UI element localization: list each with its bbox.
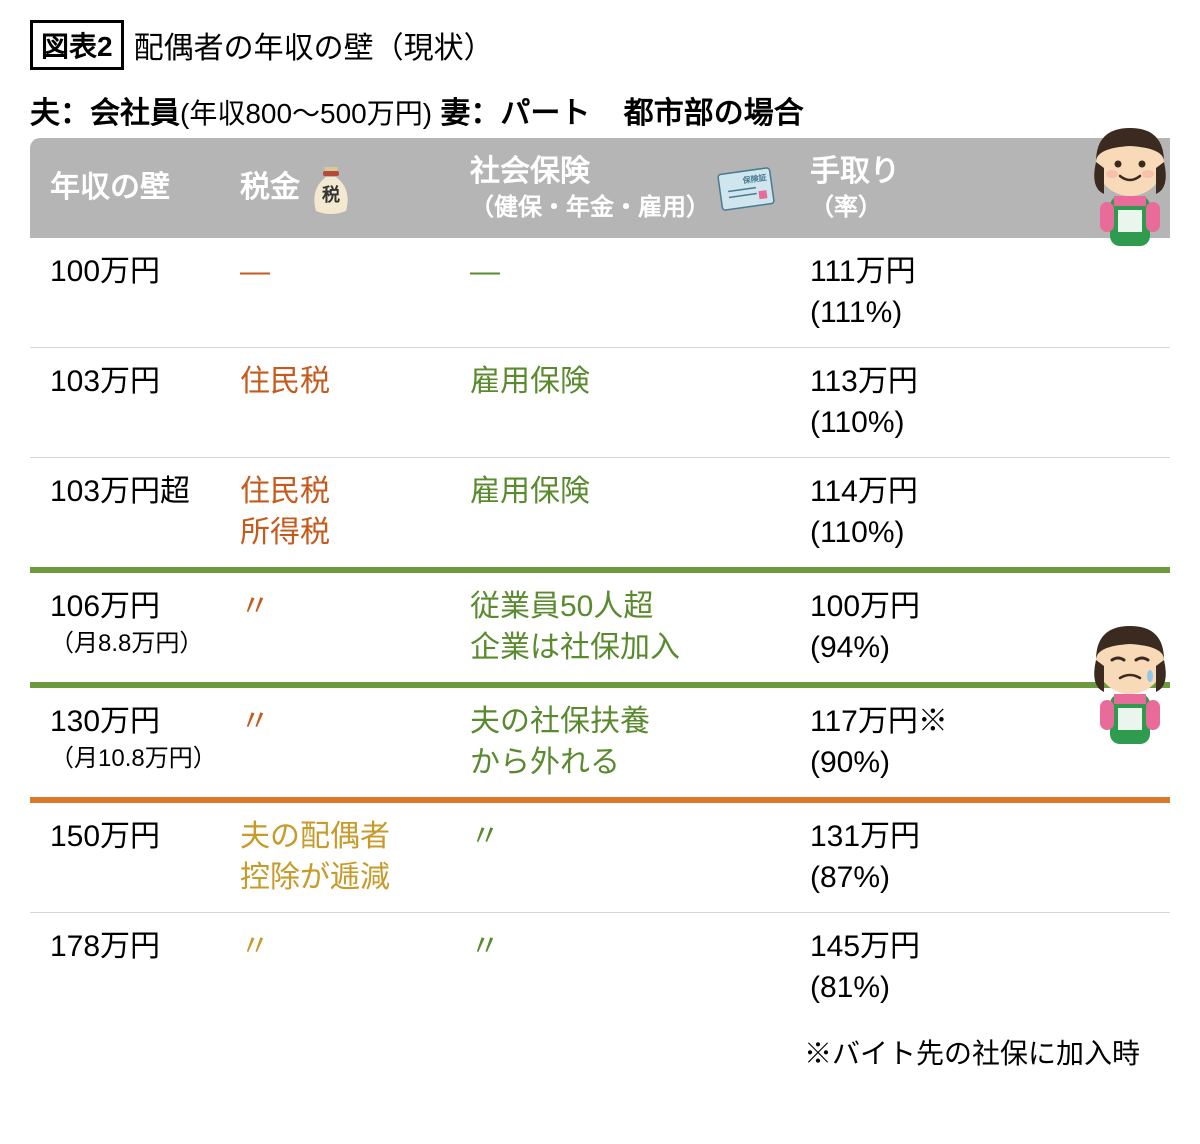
- cell-insurance: 従業員50人超企業は社保加入: [470, 587, 810, 668]
- header-insurance: 社会保険 （健保・年金・雇用） 保険証: [470, 152, 810, 225]
- woman-sad-icon: [1070, 618, 1190, 748]
- table-row: 178万円〃〃145万円(81%): [30, 913, 1170, 1022]
- cell-tax: 住民税: [240, 362, 470, 403]
- cell-takehome: 111万円(111%): [810, 252, 1110, 333]
- cell-takehome: 100万円(94%): [810, 587, 1110, 668]
- wife-label: 妻：パート: [440, 97, 590, 130]
- cell-income: 150万円: [50, 817, 240, 858]
- cell-income: 130万円（月10.8万円）: [50, 702, 240, 775]
- title-row: 図表2 配偶者の年収の壁（現状）: [30, 20, 1170, 70]
- cell-insurance: 雇用保険: [470, 362, 810, 403]
- cell-tax: 夫の配偶者控除が逓減: [240, 817, 470, 898]
- cell-income: 103万円超: [50, 472, 240, 513]
- tax-bag-icon: 税: [306, 161, 356, 215]
- cell-takehome: 131万円(87%): [810, 817, 1110, 898]
- cell-takehome: 117万円※(90%): [810, 702, 1110, 783]
- header-take-line1: 手取り: [810, 155, 900, 188]
- table-row: 100万円——111万円(111%): [30, 238, 1170, 348]
- cell-income: 103万円: [50, 362, 240, 403]
- cell-tax: 〃: [240, 702, 470, 743]
- table-row: 150万円夫の配偶者控除が逓減〃131万円(87%): [30, 803, 1170, 913]
- cell-insurance: 〃: [470, 927, 810, 968]
- svg-text:税: 税: [322, 184, 340, 205]
- insurance-card-icon: 保険証: [716, 165, 778, 211]
- cell-tax: 〃: [240, 587, 470, 628]
- cell-insurance: 夫の社保扶養から外れる: [470, 702, 810, 783]
- table-header: 年収の壁 税金 税 社会保険 （健保・年金・雇用） 保険証: [30, 138, 1170, 238]
- figure-badge: 図表2: [30, 20, 124, 70]
- woman-happy-icon: [1070, 120, 1190, 250]
- location-label: 都市部の場合: [624, 97, 804, 130]
- table-row: 130万円（月10.8万円）〃夫の社保扶養から外れる117万円※(90%): [30, 688, 1170, 797]
- cell-income: 100万円: [50, 252, 240, 293]
- husband-label: 夫：会社員: [30, 97, 180, 130]
- table-row: 106万円（月8.8万円）〃従業員50人超企業は社保加入100万円(94%): [30, 573, 1170, 682]
- cell-insurance: 雇用保険: [470, 472, 810, 513]
- cell-takehome: 145万円(81%): [810, 927, 1110, 1008]
- table-row: 103万円超住民税所得税雇用保険114万円(110%): [30, 458, 1170, 567]
- cell-tax: 〃: [240, 927, 470, 968]
- header-tax-label: 税金: [240, 168, 300, 209]
- header-take-line2: （率）: [810, 192, 900, 224]
- cell-takehome: 113万円(110%): [810, 362, 1110, 443]
- table-body: 100万円——111万円(111%)103万円住民税雇用保険113万円(110%…: [30, 238, 1170, 1022]
- cell-tax: 住民税所得税: [240, 472, 470, 553]
- cell-takehome: 114万円(110%): [810, 472, 1110, 553]
- table-row: 103万円住民税雇用保険113万円(110%): [30, 348, 1170, 458]
- cell-tax: —: [240, 252, 470, 293]
- husband-detail: (年収800〜500万円): [180, 98, 432, 129]
- header-ins-line1: 社会保険: [470, 155, 590, 188]
- income-wall-table: 年収の壁 税金 税 社会保険 （健保・年金・雇用） 保険証: [30, 138, 1170, 1022]
- footnote: ※バイト先の社保に加入時: [30, 1032, 1170, 1072]
- header-tax: 税金 税: [240, 161, 470, 215]
- cell-income: 178万円: [50, 927, 240, 968]
- cell-income: 106万円（月8.8万円）: [50, 587, 240, 660]
- figure-title: 配偶者の年収の壁（現状）: [134, 23, 494, 67]
- cell-insurance: —: [470, 252, 810, 293]
- cell-insurance: 〃: [470, 817, 810, 858]
- header-income: 年収の壁: [50, 168, 240, 209]
- header-ins-line2: （健保・年金・雇用）: [470, 192, 710, 224]
- header-takehome: 手取り （率）: [810, 152, 1110, 225]
- subtitle-row: 夫：会社員(年収800〜500万円) 妻：パート 都市部の場合: [30, 88, 1170, 132]
